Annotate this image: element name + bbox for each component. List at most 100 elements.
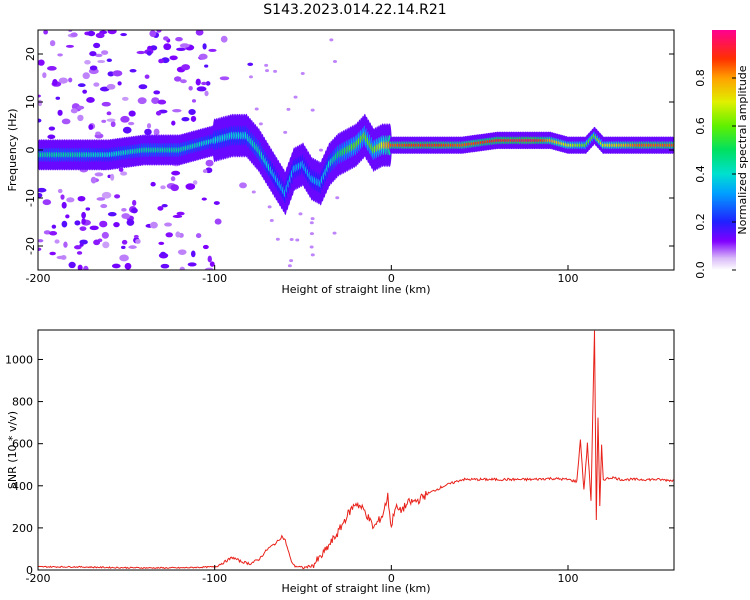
noise-speck <box>146 50 152 56</box>
noise-speck <box>56 255 66 260</box>
noise-speck <box>76 251 83 255</box>
noise-speck <box>48 126 56 131</box>
figure-title: S143.2023.014.22.14.R21 <box>263 2 446 18</box>
noise-speck <box>122 126 132 134</box>
x-tick-label: -200 <box>26 572 51 585</box>
noise-speck <box>120 32 128 37</box>
noise-speck <box>38 239 44 243</box>
noise-speck <box>94 172 104 177</box>
noise-speck <box>70 32 78 37</box>
spectrogram-marks <box>38 30 674 270</box>
noise-speck <box>63 241 68 248</box>
noise-speck <box>287 264 292 268</box>
noise-speck <box>54 239 60 244</box>
noise-speck <box>181 64 191 71</box>
noise-speck <box>190 250 196 258</box>
noise-speck <box>151 97 160 104</box>
noise-speck <box>47 134 56 140</box>
noise-speck <box>251 190 256 194</box>
noise-speck <box>93 42 101 49</box>
noise-speck <box>201 81 207 86</box>
noise-speck <box>126 218 135 226</box>
x-tick-label: -100 <box>202 572 227 585</box>
noise-speck <box>121 96 129 101</box>
noise-speck <box>164 222 173 227</box>
noise-speck <box>195 233 202 239</box>
y-tick-label: 200 <box>12 522 33 535</box>
noise-speck <box>171 120 176 126</box>
noise-speck <box>196 86 207 92</box>
colorbar-tick-label: 0.0 <box>694 261 707 279</box>
noise-speck <box>157 99 167 105</box>
noise-speck <box>58 77 68 84</box>
noise-speck <box>77 83 86 88</box>
noise-speck <box>38 94 41 98</box>
x-tick-label: 0 <box>388 572 395 585</box>
noise-speck <box>95 131 101 136</box>
noise-speck <box>93 82 100 87</box>
noise-speck <box>169 55 178 61</box>
noise-speck <box>201 197 207 201</box>
noise-speck <box>135 238 141 244</box>
noise-speck <box>171 170 181 176</box>
noise-speck <box>160 185 166 190</box>
y-tick-label: 800 <box>12 396 33 409</box>
noise-speck <box>181 116 190 122</box>
noise-speck <box>93 239 101 246</box>
noise-speck <box>283 130 288 134</box>
noise-speck <box>51 224 57 229</box>
noise-speck <box>101 119 107 123</box>
y-tick-label: 20 <box>24 47 37 61</box>
noise-speck <box>49 40 56 47</box>
noise-speck <box>120 171 128 176</box>
noise-speck <box>175 231 181 238</box>
noise-speck <box>83 265 89 270</box>
noise-speck <box>66 197 75 203</box>
noise-speck <box>309 221 314 225</box>
snr-series-line <box>38 330 674 570</box>
noise-speck <box>74 220 81 226</box>
noise-speck <box>176 47 186 51</box>
noise-speck <box>107 211 117 217</box>
noise-speck <box>214 218 222 225</box>
colorbar: 0.0 0.2 0.4 0.6 0.8 Normalized spectral ampl… <box>694 30 749 279</box>
noise-speck <box>198 53 208 60</box>
noise-speck <box>102 241 110 249</box>
noise-speck <box>300 71 305 75</box>
noise-speck <box>269 219 274 223</box>
noise-speck <box>106 111 112 116</box>
noise-speck <box>38 118 42 123</box>
noise-speck <box>89 51 97 57</box>
noise-speck <box>205 81 211 86</box>
colorbar-tick-label: 0.6 <box>694 117 707 135</box>
noise-speck <box>202 43 207 50</box>
noise-speck <box>180 79 187 84</box>
noise-speck <box>310 253 315 257</box>
noise-speck <box>195 30 204 36</box>
noise-speck <box>57 53 63 57</box>
noise-speck <box>87 30 96 37</box>
noise-speck <box>42 72 47 79</box>
noise-speck <box>247 62 254 67</box>
noise-speck <box>155 110 162 116</box>
noise-speck <box>65 214 70 219</box>
noise-speck <box>149 30 157 38</box>
spectrogram-x-ticks: -200 -100 0 100 <box>26 265 579 285</box>
noise-speck <box>333 59 338 63</box>
noise-speck <box>110 121 116 128</box>
noise-speck <box>57 188 63 194</box>
noise-speck <box>318 148 323 152</box>
noise-speck <box>101 191 112 199</box>
noise-speck <box>82 89 88 94</box>
noise-speck <box>185 183 196 190</box>
noise-speck <box>110 173 115 181</box>
noise-speck <box>49 231 58 236</box>
noise-speck <box>38 247 42 251</box>
colorbar-label: Normalized spectral amplitude <box>736 65 749 234</box>
y-tick-label: 400 <box>12 480 33 493</box>
noise-speck <box>165 232 173 238</box>
noise-speck <box>188 85 193 91</box>
spectrogram-y-label: Frequency (Hz) <box>6 109 19 192</box>
noise-speck <box>117 81 122 86</box>
noise-speck <box>55 96 61 100</box>
